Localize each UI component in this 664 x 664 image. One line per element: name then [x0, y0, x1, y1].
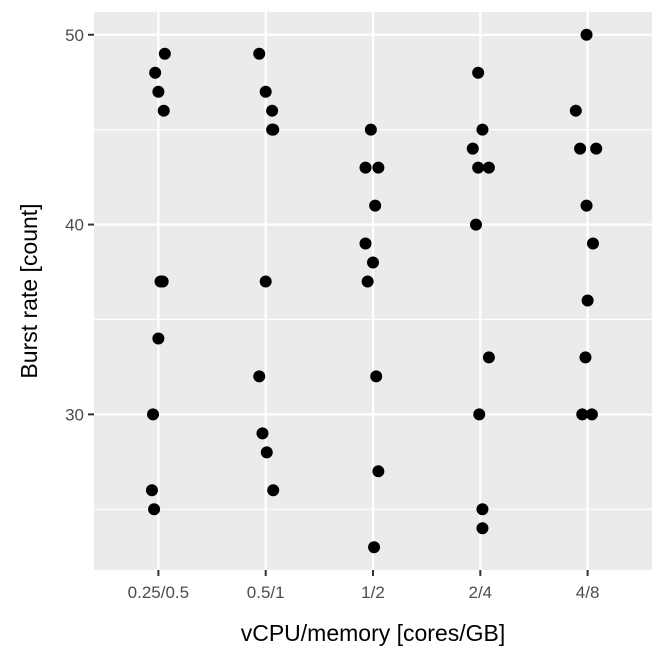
data-point	[580, 199, 593, 212]
data-point	[369, 199, 382, 212]
data-point	[364, 123, 377, 136]
y-tick-label: 50	[65, 26, 84, 45]
x-tick-label: 0.25/0.5	[128, 583, 189, 602]
data-point	[359, 237, 372, 250]
x-tick-label: 4/8	[576, 583, 600, 602]
data-point	[585, 408, 598, 421]
data-point	[158, 47, 171, 60]
data-point	[260, 446, 273, 459]
data-point	[580, 28, 593, 41]
data-point	[266, 123, 279, 136]
data-point	[472, 161, 485, 174]
data-point	[145, 484, 158, 497]
x-axis: 0.25/0.5 0.5/1 1/2 2/4 4/8	[128, 570, 600, 602]
data-point	[367, 256, 379, 269]
y-tick-label: 30	[65, 405, 84, 424]
data-point	[472, 66, 485, 79]
data-point	[574, 142, 587, 155]
data-points	[145, 28, 603, 554]
y-axis: 30 40 50	[65, 26, 94, 424]
data-point	[359, 161, 372, 174]
data-point	[586, 237, 599, 250]
data-point	[476, 522, 489, 535]
data-point	[579, 351, 592, 364]
data-point	[482, 161, 495, 174]
data-point	[372, 465, 385, 478]
x-tick-label: 0.5/1	[247, 583, 285, 602]
data-point	[372, 161, 385, 174]
y-tick-label: 40	[65, 216, 84, 235]
x-axis-title: vCPU/memory [cores/GB]	[241, 620, 506, 646]
data-point	[569, 104, 582, 117]
data-point	[259, 275, 272, 288]
data-point	[466, 142, 479, 155]
x-tick-label: 1/2	[361, 583, 385, 602]
data-point	[156, 275, 169, 288]
data-point	[361, 275, 374, 288]
major-gridlines	[94, 12, 652, 570]
data-point	[152, 332, 165, 345]
data-point	[470, 218, 483, 231]
x-tick-label: 2/4	[468, 583, 492, 602]
data-point	[476, 123, 489, 136]
data-point	[253, 47, 266, 60]
data-point	[148, 503, 161, 516]
data-point	[152, 85, 165, 98]
data-point	[576, 408, 589, 421]
data-point	[590, 142, 603, 155]
data-point	[482, 351, 495, 364]
data-point	[147, 408, 160, 421]
data-point	[581, 294, 594, 307]
y-axis-title: Burst rate [count]	[16, 203, 42, 378]
data-point	[267, 484, 280, 497]
data-point	[253, 370, 266, 383]
data-point	[368, 541, 381, 554]
data-point	[259, 85, 272, 98]
data-point	[157, 104, 170, 117]
data-point	[256, 427, 269, 440]
data-point	[473, 408, 486, 421]
data-point	[370, 370, 383, 383]
data-point	[149, 66, 162, 79]
data-point	[476, 503, 489, 516]
data-point	[266, 104, 279, 117]
